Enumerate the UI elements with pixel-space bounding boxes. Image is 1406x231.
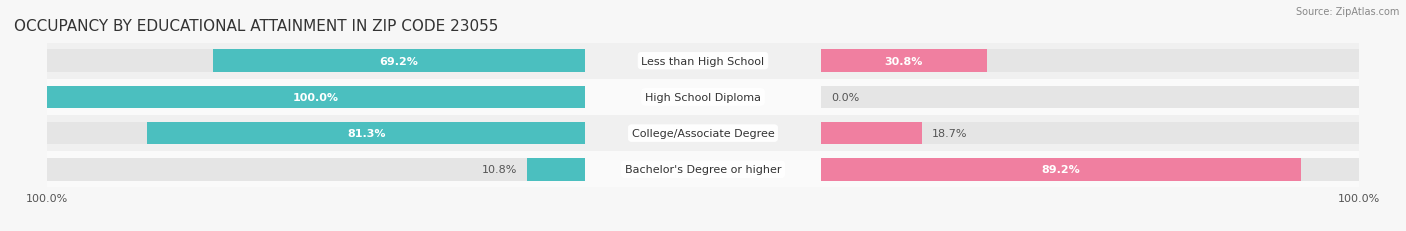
Bar bbox=[821, 122, 1360, 145]
Bar bbox=[46, 116, 1360, 152]
Bar bbox=[46, 43, 1360, 79]
Bar bbox=[212, 50, 585, 73]
Text: College/Associate Degree: College/Associate Degree bbox=[631, 128, 775, 139]
Bar bbox=[821, 86, 1360, 109]
Text: 18.7%: 18.7% bbox=[932, 128, 967, 139]
Bar bbox=[821, 158, 1301, 181]
Bar bbox=[46, 86, 585, 109]
Bar bbox=[46, 86, 585, 109]
Bar bbox=[46, 152, 1360, 188]
Text: 30.8%: 30.8% bbox=[884, 56, 924, 66]
Text: 100.0%: 100.0% bbox=[292, 92, 339, 103]
Text: 69.2%: 69.2% bbox=[380, 56, 418, 66]
Bar bbox=[821, 50, 1360, 73]
Text: 10.8%: 10.8% bbox=[482, 165, 517, 175]
Text: Source: ZipAtlas.com: Source: ZipAtlas.com bbox=[1295, 7, 1399, 17]
Bar bbox=[527, 158, 585, 181]
Text: 0.0%: 0.0% bbox=[831, 92, 859, 103]
Bar bbox=[821, 158, 1360, 181]
Bar bbox=[46, 158, 585, 181]
Text: 89.2%: 89.2% bbox=[1042, 165, 1080, 175]
Bar bbox=[821, 122, 922, 145]
Bar bbox=[46, 79, 1360, 116]
Bar bbox=[148, 122, 585, 145]
Text: 81.3%: 81.3% bbox=[347, 128, 385, 139]
Bar bbox=[46, 122, 585, 145]
Text: Bachelor's Degree or higher: Bachelor's Degree or higher bbox=[624, 165, 782, 175]
Text: OCCUPANCY BY EDUCATIONAL ATTAINMENT IN ZIP CODE 23055: OCCUPANCY BY EDUCATIONAL ATTAINMENT IN Z… bbox=[14, 18, 499, 33]
Bar bbox=[46, 50, 585, 73]
Text: Less than High School: Less than High School bbox=[641, 56, 765, 66]
Bar bbox=[821, 50, 987, 73]
Text: High School Diploma: High School Diploma bbox=[645, 92, 761, 103]
